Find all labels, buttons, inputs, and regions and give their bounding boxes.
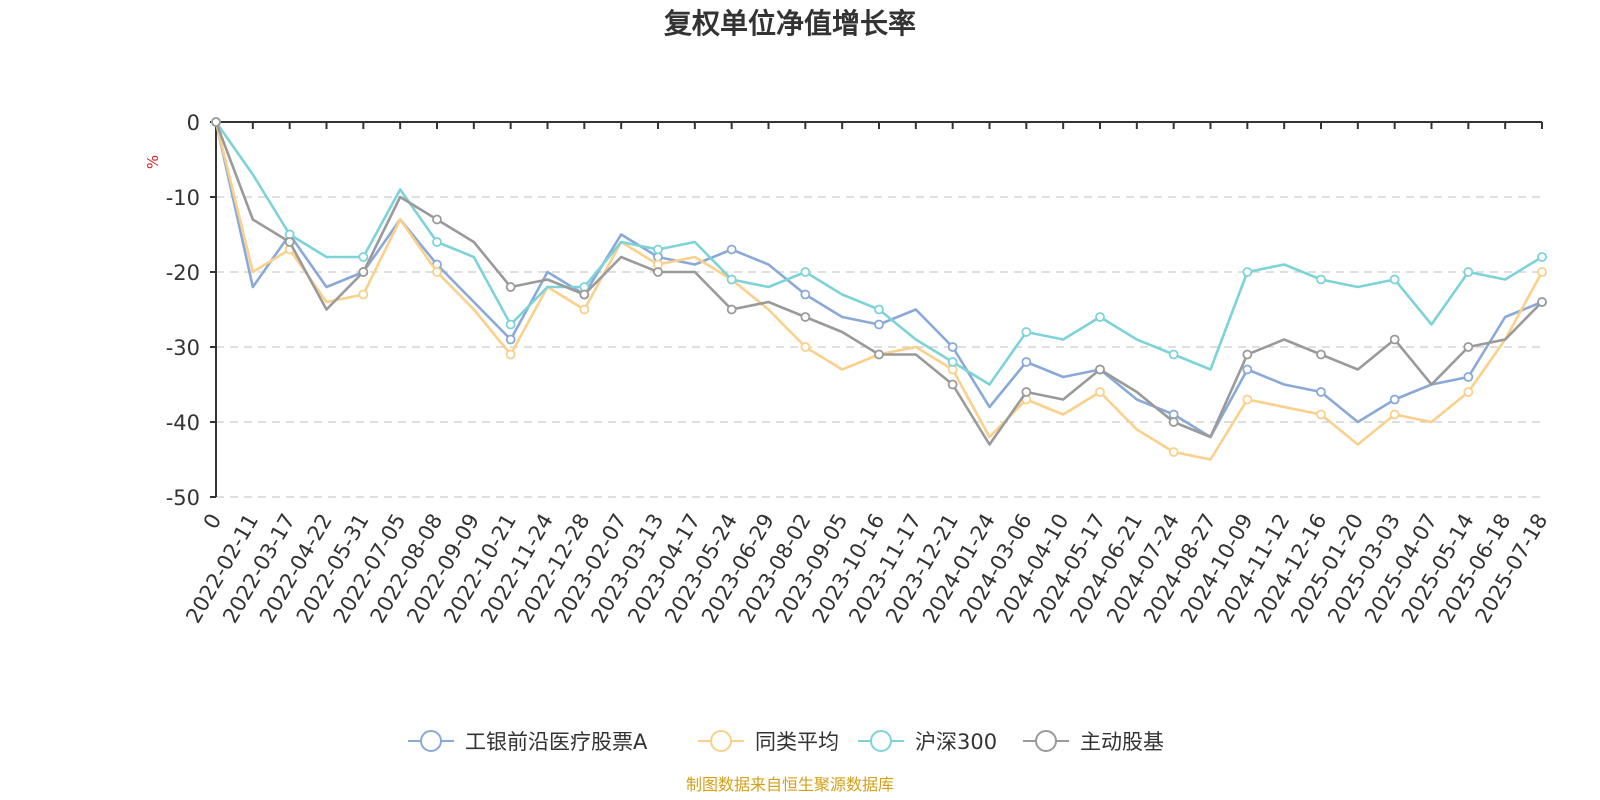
data-point — [505, 319, 516, 330]
data-point — [1537, 267, 1547, 277]
data-point — [726, 274, 737, 285]
legend: 工银前沿医疗股票A 同类平均 沪深300 主动股基 — [408, 730, 1164, 754]
data-point — [1021, 387, 1032, 397]
data-point — [874, 349, 884, 360]
data-point — [947, 379, 958, 390]
chart-title: 复权单位净值增长率 — [664, 7, 916, 40]
legend-item[interactable]: 工银前沿医疗股票A — [408, 730, 648, 754]
data-point — [358, 267, 369, 277]
legend-label: 沪深300 — [915, 730, 997, 754]
x-tick-label: 0 — [199, 510, 226, 534]
data-point — [726, 244, 737, 255]
data-point — [1316, 349, 1326, 360]
data-point — [1168, 349, 1179, 360]
data-point — [579, 304, 590, 315]
data-point — [1463, 372, 1474, 382]
x-axis: 02022-02-112022-03-172022-04-222022-05-3… — [181, 121, 1552, 627]
data-point — [1316, 387, 1326, 397]
data-point — [1242, 349, 1253, 360]
data-point — [800, 342, 811, 352]
data-point — [1021, 327, 1032, 337]
series-group — [211, 117, 1547, 446]
y-tick-label: 0 — [187, 111, 200, 135]
y-tick-label: -30 — [166, 336, 200, 360]
legend-marker — [1035, 730, 1057, 752]
data-point — [653, 244, 663, 255]
legend-item[interactable]: 主动股基 — [1023, 730, 1164, 754]
data-point — [505, 349, 516, 360]
legend-label: 同类平均 — [755, 730, 839, 754]
data-point — [947, 357, 958, 367]
data-point — [1021, 357, 1032, 367]
data-point — [1389, 409, 1400, 420]
series-layer — [211, 117, 1547, 461]
data-point — [1242, 267, 1253, 277]
data-point — [358, 252, 369, 262]
data-point — [1389, 334, 1400, 345]
data-point — [947, 342, 958, 352]
data-point — [1463, 387, 1474, 397]
y-tick-label: -50 — [166, 486, 200, 510]
data-point — [284, 237, 295, 247]
data-point — [432, 267, 442, 277]
series-group — [211, 117, 1547, 461]
data-point — [1316, 274, 1326, 285]
data-point — [1537, 252, 1547, 262]
legend-label: 主动股基 — [1080, 730, 1164, 754]
data-point — [1095, 312, 1105, 322]
data-point — [1537, 297, 1547, 307]
legend-item[interactable]: 沪深300 — [858, 730, 997, 754]
series-group — [211, 117, 1547, 386]
legend-marker — [870, 730, 892, 752]
data-point — [800, 267, 811, 277]
data-point — [1242, 394, 1253, 405]
data-point — [874, 319, 884, 330]
y-tick-label: -20 — [166, 261, 200, 285]
series-line — [214, 120, 1544, 439]
y-tick-label: -10 — [166, 186, 200, 210]
data-point — [1463, 267, 1474, 277]
data-point — [579, 289, 590, 300]
data-point — [505, 282, 516, 292]
data-point — [432, 237, 442, 247]
data-point — [1389, 394, 1400, 405]
grid-lines — [216, 196, 1542, 498]
data-point — [800, 312, 811, 322]
data-point — [1389, 274, 1400, 285]
legend-marker — [420, 730, 442, 752]
data-point — [1463, 342, 1474, 352]
y-tick-label: -40 — [166, 411, 200, 435]
data-point — [1168, 447, 1179, 457]
legend-item[interactable]: 同类平均 — [698, 730, 839, 754]
data-point — [1316, 409, 1326, 420]
data-point — [505, 334, 516, 345]
source-note: 制图数据来自恒生聚源数据库 — [686, 775, 894, 794]
data-point — [1168, 417, 1179, 427]
data-point — [358, 289, 369, 300]
data-point — [432, 214, 442, 225]
data-point — [1095, 387, 1105, 397]
series-group — [211, 117, 1547, 439]
y-axis-unit-label: % — [144, 155, 162, 169]
data-point — [800, 289, 811, 300]
data-point — [211, 117, 221, 127]
legend-marker — [710, 730, 732, 752]
legend-label: 工银前沿医疗股票A — [465, 730, 648, 754]
data-point — [1242, 364, 1253, 375]
y-axis: 0 -10 -20 -30 -40 -50 — [166, 111, 217, 510]
data-point — [726, 304, 737, 315]
data-point — [874, 304, 884, 315]
series-line — [214, 120, 1544, 386]
data-point — [1095, 364, 1105, 375]
data-point — [653, 267, 663, 277]
